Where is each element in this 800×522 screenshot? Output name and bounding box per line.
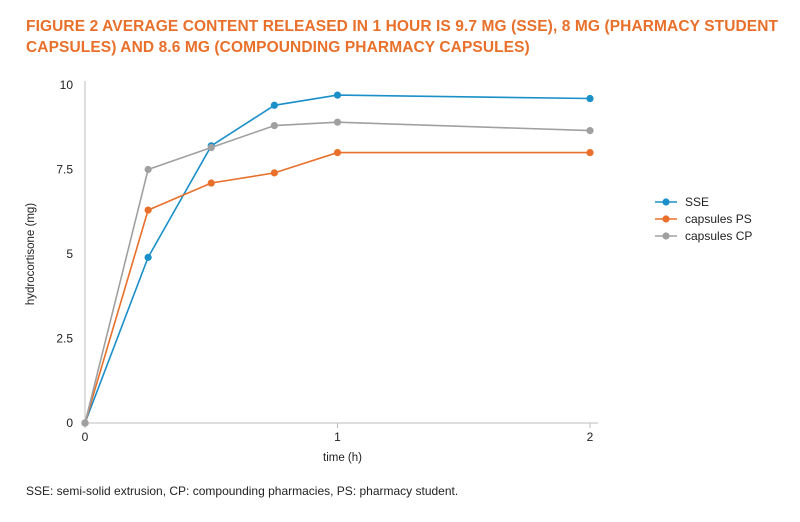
data-point (333, 149, 342, 157)
chart-legend: SSE capsules PS capsules CP (655, 195, 752, 243)
data-point (207, 143, 215, 152)
legend-label: capsules CP (685, 229, 752, 243)
data-point (144, 253, 152, 261)
series-capsules-cp (81, 118, 594, 427)
line-chart: 0 2.5 5 7.5 10 0 1 2 time (h) hydrocortisone (mg)… (25, 78, 752, 464)
series-line (84, 151, 590, 424)
data-point (270, 121, 278, 130)
series-line (84, 121, 591, 424)
y-tick-label: 10 (60, 78, 74, 92)
legend-item: SSE (655, 195, 709, 209)
legend-swatch-marker (662, 198, 670, 206)
legend-item: capsules PS (655, 212, 752, 226)
y-tick-label: 2.5 (56, 332, 73, 346)
data-point (586, 149, 594, 157)
chart-series (81, 91, 594, 427)
data-point (81, 419, 89, 427)
y-tick-label: 5 (66, 247, 73, 261)
chart-axes: 0 2.5 5 7.5 10 0 1 2 time (h) hydrocortisone (mg) (25, 78, 598, 464)
data-point (333, 118, 342, 126)
figure-title-line-1: FIGURE 2 AVERAGE CONTENT RELEASED IN 1 H… (26, 18, 779, 35)
x-tick-label: 0 (82, 430, 89, 444)
series-sse (81, 91, 594, 427)
data-point (586, 94, 594, 103)
series-capsules-ps (81, 149, 594, 427)
x-tick-label: 1 (334, 430, 341, 444)
x-tick-label: 2 (587, 430, 594, 444)
legend-label: capsules PS (685, 212, 752, 226)
series-line (84, 94, 591, 424)
legend-label: SSE (685, 195, 709, 209)
legend-swatch-marker (662, 232, 670, 240)
data-point (270, 169, 278, 177)
footnote: SSE: semi-solid extrusion, CP: compoundi… (26, 484, 459, 498)
legend-item: capsules CP (655, 229, 752, 243)
data-point (144, 206, 152, 214)
data-point (586, 127, 594, 135)
legend-swatch-marker (662, 215, 670, 223)
data-point (333, 91, 342, 99)
y-tick-label: 7.5 (56, 163, 73, 177)
figure-title-line-2: CAPSULES) AND 8.6 MG (COMPOUNDING PHARMA… (26, 39, 530, 56)
data-point (144, 165, 152, 174)
y-axis-label: hydrocortisone (mg) (25, 203, 37, 305)
x-axis-label: time (h) (323, 452, 362, 464)
data-point (207, 179, 215, 187)
y-tick-label: 0 (66, 416, 73, 430)
figure-title: FIGURE 2 AVERAGE CONTENT RELEASED IN 1 H… (26, 16, 786, 58)
data-point (270, 101, 278, 109)
